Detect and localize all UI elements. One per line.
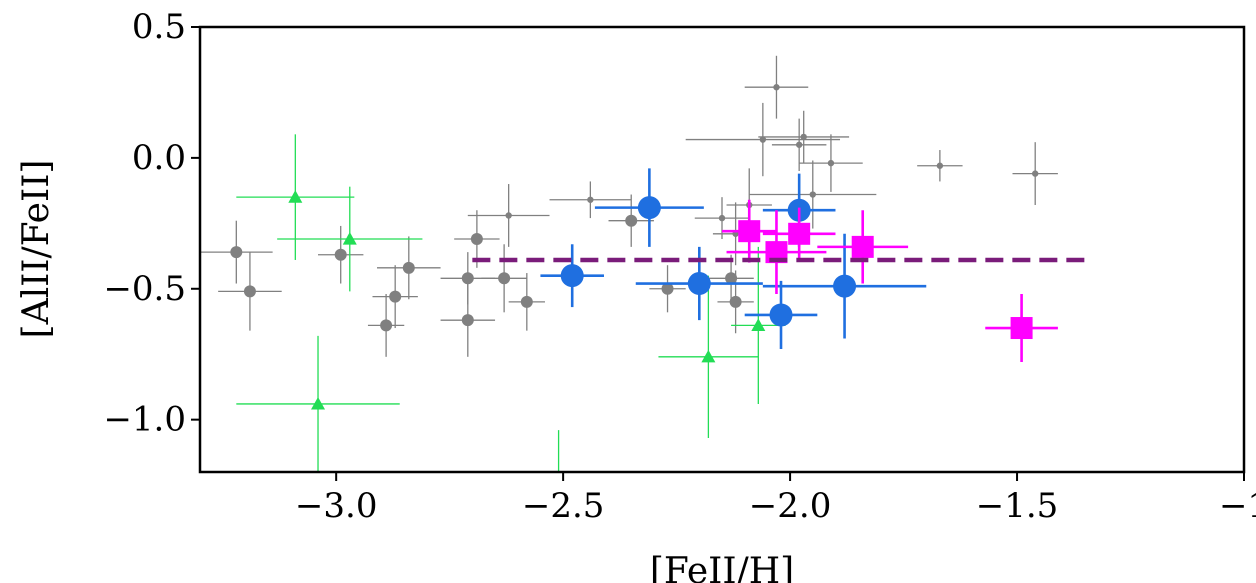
circle-marker <box>402 261 415 274</box>
data-point <box>608 194 654 247</box>
axis-ticks: −3.0 −2.5 −2.0 −1.5 −1 0.5 0.0 −0.5 −1.0 <box>103 7 1256 526</box>
x-tick-label: −1.5 <box>976 486 1059 526</box>
data-point <box>549 181 632 219</box>
data-point <box>277 186 423 292</box>
x-tick-label: −1 <box>1219 486 1256 526</box>
data-point <box>1012 142 1058 205</box>
circle-marker <box>470 233 483 246</box>
data-point <box>218 252 282 331</box>
data-point <box>540 244 604 308</box>
data-point <box>758 110 850 164</box>
square-marker <box>851 235 874 258</box>
circle-marker <box>769 303 793 327</box>
data-point <box>377 236 441 300</box>
y-tick-label: −1.0 <box>103 400 186 440</box>
circle-marker <box>637 196 661 220</box>
data-point <box>318 225 364 284</box>
circle-marker <box>795 141 803 148</box>
triangle-marker <box>311 396 326 410</box>
data-point <box>372 265 418 329</box>
circle-marker <box>729 295 742 308</box>
y-tick-label: 0.0 <box>132 138 186 178</box>
square-marker <box>788 222 811 245</box>
y-tick-label: −0.5 <box>103 269 186 309</box>
data-point <box>557 430 560 472</box>
circle-marker <box>833 274 857 298</box>
data-point <box>685 102 841 177</box>
circle-marker <box>661 282 674 295</box>
circle-marker <box>827 159 835 167</box>
circle-marker <box>498 272 511 285</box>
circle-marker <box>560 264 584 288</box>
circle-marker <box>587 196 594 203</box>
data-point <box>717 270 754 334</box>
data-point <box>440 252 496 305</box>
square-marker <box>765 241 788 264</box>
circle-marker <box>725 272 738 285</box>
square-marker <box>738 220 761 243</box>
circle-marker <box>334 248 347 261</box>
data-point <box>985 294 1058 363</box>
circle-marker <box>461 272 474 285</box>
x-tick-label: −2.0 <box>749 486 832 526</box>
circle-marker <box>520 295 533 308</box>
data-point <box>200 220 273 284</box>
data-point <box>817 210 909 284</box>
x-tick-label: −3.0 <box>295 486 378 526</box>
data-point <box>744 280 818 349</box>
circle-marker <box>809 191 816 198</box>
plot-frame <box>198 25 1246 474</box>
circle-marker <box>800 133 807 141</box>
circle-marker <box>389 290 402 303</box>
circle-marker <box>505 212 512 219</box>
x-tick-label: −2.5 <box>522 486 605 526</box>
data-point <box>762 207 836 260</box>
circle-marker <box>773 84 780 91</box>
data-point <box>440 283 496 357</box>
circle-marker <box>380 319 393 332</box>
data-point <box>367 294 405 357</box>
data-point <box>917 150 963 182</box>
square-marker <box>1010 317 1033 340</box>
data-point <box>649 265 686 313</box>
data-point <box>708 254 754 302</box>
triangle-marker <box>751 318 766 332</box>
circle-marker <box>625 214 638 227</box>
data-point <box>594 168 704 247</box>
data-point <box>771 118 827 171</box>
circle-marker <box>1032 170 1039 177</box>
circle-marker <box>759 136 767 143</box>
data-point <box>635 246 763 321</box>
circle-marker <box>936 162 944 169</box>
x-axis-label: [FeII/H] <box>650 551 794 583</box>
data-point <box>481 244 527 313</box>
y-tick-label: 0.5 <box>132 7 186 47</box>
data-point <box>658 275 759 438</box>
circle-marker <box>230 246 243 259</box>
data-point <box>236 335 400 472</box>
data-point <box>508 273 545 331</box>
y-axis-label: [AlII/FeII] <box>16 160 57 339</box>
data-point <box>726 210 827 294</box>
data-point <box>744 55 809 119</box>
data-point <box>236 134 355 260</box>
circle-marker <box>718 214 726 222</box>
data-point <box>749 160 877 229</box>
triangle-marker <box>288 190 303 203</box>
triangle-marker <box>342 232 357 245</box>
circle-marker <box>687 272 711 296</box>
data-layer <box>200 55 1086 472</box>
data-point <box>799 134 863 192</box>
circle-marker <box>243 285 256 298</box>
circle-marker <box>461 314 474 327</box>
data-point <box>467 184 550 247</box>
triangle-marker <box>701 349 716 363</box>
data-point <box>762 233 927 339</box>
